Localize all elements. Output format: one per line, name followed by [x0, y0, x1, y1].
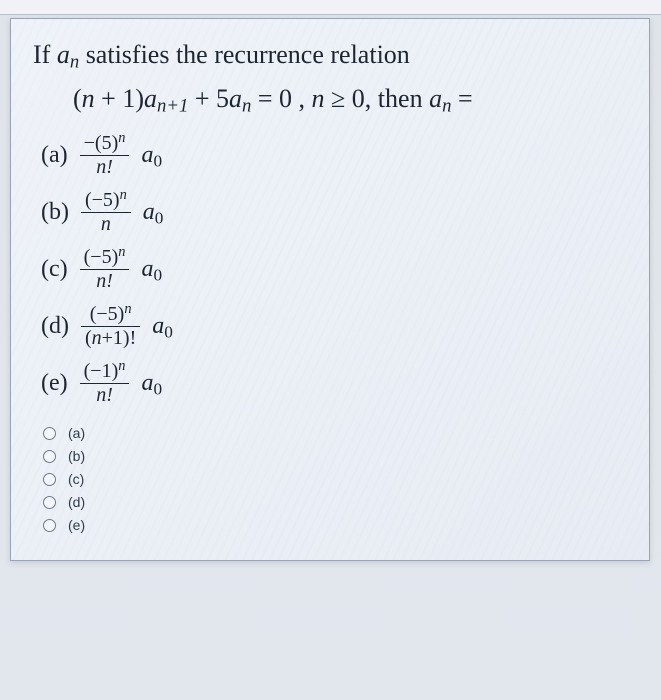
eq-a-1: a — [144, 84, 157, 113]
option-c-denominator: n! — [80, 270, 130, 293]
option-b-numerator: (−5)n — [81, 189, 131, 213]
option-d-den-lparen: ( — [85, 327, 92, 349]
question-stem: If an satisfies the recurrence relation — [33, 37, 627, 72]
radio-option-b[interactable]: (b) — [43, 448, 627, 464]
answer-radio-group: (a) (b) (c) (d) (e) — [43, 425, 627, 533]
option-c-num-exp: n — [118, 244, 125, 260]
eq-plus-1: + 1) — [95, 84, 144, 113]
option-e-num-base: (−1) — [84, 360, 119, 382]
option-a-a0: a0 — [141, 142, 162, 169]
a0-0-b: 0 — [155, 208, 164, 227]
a0-0: 0 — [153, 151, 162, 170]
option-d-denominator: (n+1)! — [81, 327, 140, 350]
option-a-denominator: n! — [80, 156, 130, 179]
option-b-a0: a0 — [143, 199, 164, 226]
option-e-fraction: (−1)n n! — [80, 360, 130, 407]
screen-background: If an satisfies the recurrence relation … — [0, 0, 661, 700]
eq-ge-zero: ≥ 0, then — [325, 84, 430, 113]
radio-option-c[interactable]: (c) — [43, 471, 627, 487]
option-d-den-rest: +1)! — [102, 327, 137, 349]
option-c: (c) (−5)n n! a0 — [41, 246, 627, 293]
radio-option-e[interactable]: (e) — [43, 517, 627, 533]
option-b: (b) (−5)n n a0 — [41, 189, 627, 236]
radio-icon — [43, 473, 56, 486]
option-e-num-exp: n — [118, 358, 125, 374]
a0-a-d: a — [152, 313, 164, 339]
eq-n-1: n — [82, 84, 95, 113]
option-d-den-n: n — [92, 327, 102, 349]
option-e: (e) (−1)n n! a0 — [41, 360, 627, 407]
option-d-num-exp: n — [124, 301, 131, 317]
option-a-fraction: −(5)n n! — [80, 132, 130, 179]
radio-option-a[interactable]: (a) — [43, 425, 627, 441]
stem-prefix: If — [33, 40, 57, 69]
a0-0-e: 0 — [153, 379, 162, 398]
option-b-denominator: n — [81, 213, 131, 236]
eq-lparen: ( — [73, 84, 82, 113]
radio-option-d[interactable]: (d) — [43, 494, 627, 510]
option-a-num-base: −(5) — [84, 132, 119, 154]
option-a-num-exp: n — [118, 130, 125, 146]
option-c-label: (c) — [41, 256, 68, 283]
radio-label-b: (b) — [68, 448, 85, 464]
question-card: If an satisfies the recurrence relation … — [10, 18, 650, 561]
option-d-num-base: (−5) — [90, 303, 125, 325]
option-c-a0: a0 — [141, 256, 162, 283]
radio-label-e: (e) — [68, 517, 85, 533]
a0-a-c: a — [141, 256, 153, 282]
radio-icon — [43, 450, 56, 463]
option-d-a0: a0 — [152, 313, 173, 340]
eq-equals: = — [451, 84, 472, 113]
option-e-numerator: (−1)n — [80, 360, 130, 384]
a0-0-d: 0 — [164, 322, 173, 341]
option-e-denominator: n! — [80, 384, 130, 407]
eq-sub-np1: n+1 — [157, 96, 188, 117]
radio-label-c: (c) — [68, 471, 84, 487]
eq-a-2: a — [229, 84, 242, 113]
option-d-label: (d) — [41, 313, 69, 340]
option-b-num-base: (−5) — [85, 189, 120, 211]
eq-plus-5: + 5 — [188, 84, 229, 113]
a0-0-c: 0 — [153, 265, 162, 284]
option-b-label: (b) — [41, 199, 69, 226]
eq-cond-n: n — [312, 84, 325, 113]
stem-var-sub-n: n — [70, 52, 79, 73]
top-margin-strip — [0, 0, 661, 15]
radio-icon — [43, 427, 56, 440]
a0-a-e: a — [141, 370, 153, 396]
eq-sub-n: n — [242, 96, 251, 117]
eq-rhs-zero: = 0 , — [251, 84, 311, 113]
recurrence-equation: (n + 1)an+1 + 5an = 0 , n ≥ 0, then an = — [73, 84, 627, 114]
option-a-label: (a) — [41, 142, 68, 169]
option-a-numerator: −(5)n — [80, 132, 130, 156]
option-e-a0: a0 — [141, 370, 162, 397]
radio-label-d: (d) — [68, 494, 85, 510]
option-c-fraction: (−5)n n! — [80, 246, 130, 293]
a0-a-b: a — [143, 199, 155, 225]
option-c-num-base: (−5) — [84, 246, 119, 268]
a0-a: a — [141, 142, 153, 168]
radio-icon — [43, 496, 56, 509]
option-a: (a) −(5)n n! a0 — [41, 132, 627, 179]
option-d-numerator: (−5)n — [81, 303, 140, 327]
option-e-label: (e) — [41, 370, 68, 397]
radio-icon — [43, 519, 56, 532]
option-b-fraction: (−5)n n — [81, 189, 131, 236]
option-d-fraction: (−5)n (n+1)! — [81, 303, 140, 350]
stem-var-a: a — [57, 40, 70, 69]
stem-suffix: satisfies the recurrence relation — [79, 40, 410, 69]
radio-label-a: (a) — [68, 425, 85, 441]
option-c-numerator: (−5)n — [80, 246, 130, 270]
eq-a-3: a — [429, 84, 442, 113]
option-d: (d) (−5)n (n+1)! a0 — [41, 303, 627, 350]
option-b-num-exp: n — [120, 187, 127, 203]
